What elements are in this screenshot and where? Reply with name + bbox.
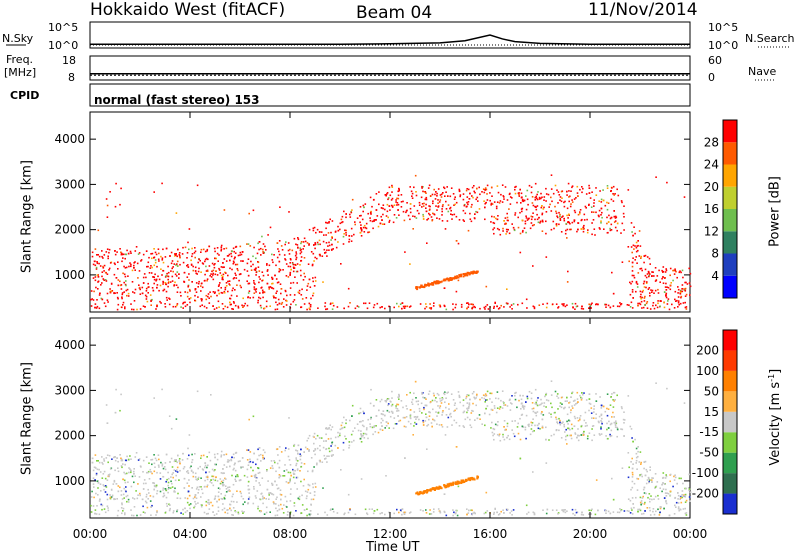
freq-tick-bottom: 8: [68, 71, 75, 84]
x-tick-label: 00:00: [73, 527, 108, 541]
nsky-frame: [89, 21, 691, 49]
velocity-colorbar-segment: [723, 350, 737, 371]
velocity-colorbar-tick-label: 200: [696, 343, 719, 357]
x-tick-label: 04:00: [173, 527, 208, 541]
velocity-colorbar-tick-label: 50: [704, 384, 719, 398]
velocity-colorbar-tick-label: -50: [699, 446, 719, 460]
power-colorbar-segment: [723, 186, 737, 209]
x-tick-label: 08:00: [273, 527, 308, 541]
nsky-tick-top: 10^5: [48, 21, 79, 34]
power-colorbar-segment: [723, 209, 737, 232]
x-tick-label: 20:00: [573, 527, 608, 541]
x-tick-label: 16:00: [473, 527, 508, 541]
velocity-colorbar-segment: [723, 391, 737, 412]
velocity-colorbar-segment: [723, 452, 737, 474]
velocity-colorbar-segment: [723, 370, 737, 392]
power-colorbar-segment: [723, 164, 737, 187]
nsky-series: [90, 34, 690, 45]
velocity-colorbar-segment: [723, 411, 737, 433]
nsearch-tick-bottom: 10^0: [708, 39, 739, 52]
nave-tick-bottom: 0: [708, 71, 715, 84]
nsky-tick-bottom: 10^0: [48, 39, 79, 52]
velocity-colorbar-segment: [723, 432, 737, 453]
cpid-label: CPID: [10, 89, 40, 102]
velocity-colorbar-frame: [722, 329, 738, 515]
nsearch-tick-top: 10^5: [708, 21, 739, 34]
nsky-label: N.Sky: [2, 32, 34, 45]
freq-tick-top: 18: [62, 54, 76, 67]
velocity-colorbar-segment: [723, 493, 737, 514]
power-colorbar-segment: [723, 231, 737, 254]
velocity-colorbar-segment: [723, 330, 737, 351]
x-axis-label: Time UT: [366, 540, 420, 555]
power-frame: [89, 111, 691, 313]
power-colorbar-tick-label: 12: [704, 224, 719, 238]
velocity-colorbar-tick-label: 100: [696, 364, 719, 378]
velocity-ytick-label: 1000: [54, 474, 85, 488]
x-tick-label: 00:00: [673, 527, 708, 541]
power-ytick-label: 4000: [54, 132, 85, 146]
power-colorbar-segment: [723, 120, 737, 143]
power-ytick-label: 3000: [54, 177, 85, 191]
velocity-colorbar-tick-label: 15: [704, 405, 719, 419]
power-colorbar-tick-label: 20: [704, 180, 719, 194]
date-label: 11/Nov/2014: [588, 0, 698, 20]
power-colorbar-tick-label: 8: [711, 247, 719, 261]
power-colorbar-tick-label: 28: [704, 135, 719, 149]
power-colorbar-segment: [723, 142, 737, 165]
power-colorbar-tick-label: 24: [704, 158, 719, 172]
nave-tick-top: 60: [708, 54, 722, 67]
power-ytick-label: 2000: [54, 223, 85, 237]
power-colorbar-tick-label: 4: [711, 269, 719, 283]
cpid-frame: [89, 83, 691, 107]
station-title: Hokkaido West (fitACF): [90, 0, 286, 20]
power-scatter: [90, 174, 692, 311]
freq-label-1: Freq.: [6, 53, 34, 66]
cpid-value: normal (fast stereo) 153: [94, 93, 260, 107]
velocity-colorbar-tick-label: -200: [692, 487, 719, 501]
velocity-frame: [89, 317, 691, 519]
power-colorbar-segment: [723, 253, 737, 276]
velocity-ytick-label: 4000: [54, 338, 85, 352]
beam-label: Beam 04: [356, 3, 433, 23]
power-ytick-label: 1000: [54, 268, 85, 282]
power-colorbar-segment: [723, 275, 737, 298]
velocity-colorbar-tick-label: -100: [692, 466, 719, 480]
velocity-scatter: [90, 380, 692, 517]
velocity-ytick-label: 3000: [54, 383, 85, 397]
power-colorbar-frame: [722, 119, 738, 299]
x-tick-label: 12:00: [373, 527, 408, 541]
power-colorbar-tick-label: 16: [704, 202, 719, 216]
velocity-colorbar-segment: [723, 473, 737, 494]
velocity-colorbar-tick-label: -15: [699, 425, 719, 439]
freq-label-2: [MHz]: [4, 66, 37, 79]
velocity-ytick-label: 2000: [54, 429, 85, 443]
freq-frame: [89, 55, 691, 81]
nave-label: Nave: [748, 65, 777, 78]
nsearch-label: N.Search: [745, 32, 795, 45]
